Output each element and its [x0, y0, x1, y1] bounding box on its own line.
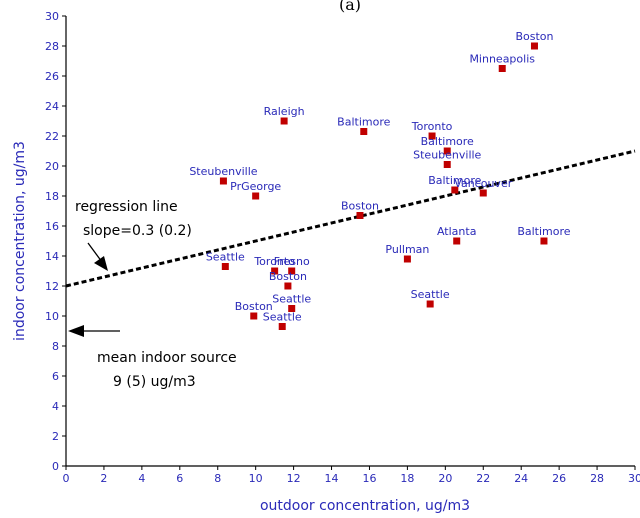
x-tick-label: 12 — [287, 472, 301, 485]
data-point-label: Seattle — [206, 251, 245, 264]
regression-title-annotation: regression line — [75, 199, 178, 215]
data-point-marker — [540, 238, 547, 245]
y-tick-label: 14 — [45, 250, 59, 263]
data-point-label: Boston — [515, 30, 553, 43]
data-point-label: Seattle — [411, 288, 450, 301]
data-point-marker — [404, 256, 411, 263]
data-point-label: Pullman — [385, 243, 429, 256]
data-point-marker — [531, 43, 538, 50]
y-tick-label: 20 — [45, 160, 59, 173]
data-point-marker — [279, 323, 286, 330]
y-tick-label: 2 — [52, 430, 59, 443]
data-point-marker — [499, 65, 506, 72]
data-point-label: Atlanta — [437, 225, 476, 238]
source-arrow-head — [68, 325, 84, 337]
data-point-label: Minneapolis — [469, 53, 535, 66]
x-axis-ticks: 0 2 4 6 8 10 12 14 16 18 20 22 24 26 28 30 — [63, 466, 640, 485]
x-tick-label: 18 — [400, 472, 414, 485]
source-title-annotation: mean indoor source — [97, 350, 237, 366]
x-tick-label: 6 — [176, 472, 183, 485]
data-point-label: Toronto — [411, 120, 453, 133]
x-axis-label: outdoor concentration, ug/m3 — [260, 498, 470, 514]
chart-title: (a) — [339, 0, 361, 14]
x-tick-label: 30 — [628, 472, 640, 485]
data-point-label: Raleigh — [264, 105, 305, 118]
data-point-marker — [453, 238, 460, 245]
x-tick-label: 10 — [249, 472, 263, 485]
data-point-marker — [444, 161, 451, 168]
data-point-marker — [222, 263, 229, 270]
y-tick-label: 16 — [45, 220, 59, 233]
y-tick-label: 26 — [45, 70, 59, 83]
data-point-label: Fresno — [274, 255, 310, 268]
data-point-label: Baltimore — [337, 116, 390, 129]
y-tick-label: 10 — [45, 310, 59, 323]
y-tick-label: 30 — [45, 10, 59, 23]
data-point-label: Baltimore — [421, 135, 474, 148]
y-tick-label: 12 — [45, 280, 59, 293]
y-tick-label: 28 — [45, 40, 59, 53]
regression-slope-annotation: slope=0.3 (0.2) — [83, 223, 192, 239]
y-tick-label: 18 — [45, 190, 59, 203]
x-tick-label: 4 — [138, 472, 145, 485]
x-tick-label: 22 — [476, 472, 490, 485]
regression-line — [66, 151, 635, 286]
data-point-label: PrGeorge — [230, 180, 281, 193]
data-point-marker — [356, 212, 363, 219]
y-tick-label: 0 — [52, 460, 59, 473]
x-tick-label: 26 — [552, 472, 566, 485]
data-point-label: Boston — [269, 270, 307, 283]
plot-frame — [66, 16, 635, 466]
data-point-marker — [252, 193, 259, 200]
data-point-label: Baltimore — [517, 225, 570, 238]
data-point-label: Seattle — [263, 311, 302, 324]
data-point-label: Steubenville — [189, 165, 257, 178]
x-tick-label: 0 — [63, 472, 70, 485]
x-tick-label: 24 — [514, 472, 528, 485]
data-point-marker — [427, 301, 434, 308]
regression-arrow-head — [94, 256, 108, 271]
y-tick-label: 22 — [45, 130, 59, 143]
data-point-marker — [480, 190, 487, 197]
x-tick-label: 28 — [590, 472, 604, 485]
data-point-label: Vancouver — [454, 177, 512, 190]
y-axis-label: indoor concentration, ug/m3 — [12, 141, 28, 341]
y-tick-label: 8 — [52, 340, 59, 353]
x-tick-label: 14 — [325, 472, 339, 485]
data-point-label: Boston — [341, 200, 379, 213]
annotations: regression line slope=0.3 (0.2) mean ind… — [68, 199, 237, 390]
data-point-marker — [220, 178, 227, 185]
x-tick-label: 2 — [100, 472, 107, 485]
y-tick-label: 4 — [52, 400, 59, 413]
y-tick-label: 6 — [52, 370, 59, 383]
x-tick-label: 16 — [362, 472, 376, 485]
x-tick-label: 20 — [438, 472, 452, 485]
source-value-annotation: 9 (5) ug/m3 — [113, 374, 196, 390]
data-point-marker — [360, 128, 367, 135]
data-point-marker — [281, 118, 288, 125]
data-point-marker — [250, 313, 257, 320]
x-tick-label: 8 — [214, 472, 221, 485]
data-point-marker — [284, 283, 291, 290]
data-point-label: Seattle — [272, 293, 311, 306]
y-tick-label: 24 — [45, 100, 59, 113]
data-point-label: Steubenville — [413, 149, 481, 162]
